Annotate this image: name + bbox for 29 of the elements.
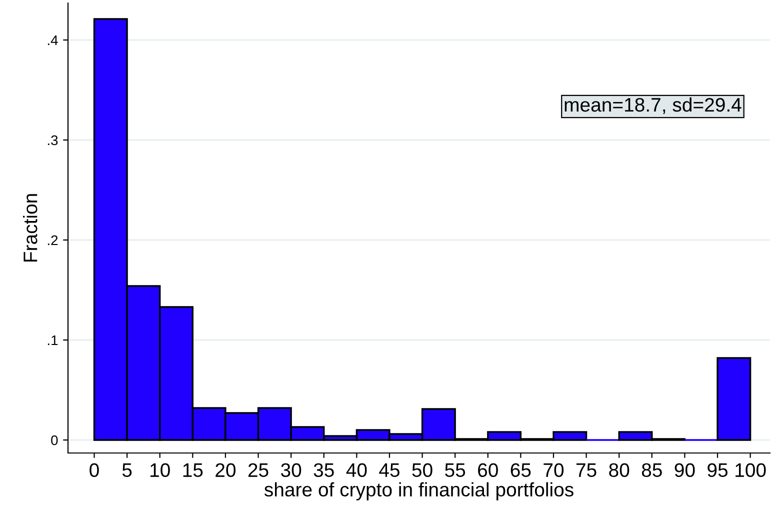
x-tick-label: 15 <box>183 463 203 478</box>
y-tick-label: 0 <box>51 435 58 446</box>
y-tick-label: .2 <box>48 235 58 246</box>
x-tick-label: 80 <box>609 463 630 478</box>
x-tick-label: 85 <box>642 463 662 478</box>
x-tick-label: 5 <box>122 463 132 478</box>
x-tick-label: 30 <box>280 463 302 478</box>
x-tick-label: 70 <box>544 463 564 478</box>
y-tick-label: .4 <box>48 35 58 46</box>
x-tick-label: 10 <box>150 463 170 478</box>
x-tick-label: 25 <box>248 463 268 478</box>
y-tick-label: .3 <box>48 135 58 146</box>
x-tick-label: 90 <box>674 463 695 478</box>
y-axis-title: Fraction <box>23 194 38 262</box>
y-tick-label: .1 <box>48 335 58 346</box>
x-tick-label: 55 <box>445 463 466 478</box>
x-tick-label: 45 <box>379 463 400 478</box>
x-tick-label: 35 <box>314 463 334 478</box>
x-axis-title: share of crypto in financial portfolios <box>264 482 574 500</box>
x-tick-label: 65 <box>510 463 531 478</box>
x-tick-label: 50 <box>412 463 432 478</box>
x-tick-label: 60 <box>478 463 498 478</box>
x-tick-label: 95 <box>708 463 728 478</box>
x-tick-label: 75 <box>576 463 596 478</box>
x-tick-label: 100 <box>736 463 766 478</box>
x-tick-label: 40 <box>346 463 367 478</box>
annotation: mean=18.7, sd=29.4 <box>564 97 742 114</box>
x-tick-label: 20 <box>216 463 236 478</box>
x-tick-label: 0 <box>90 463 99 478</box>
